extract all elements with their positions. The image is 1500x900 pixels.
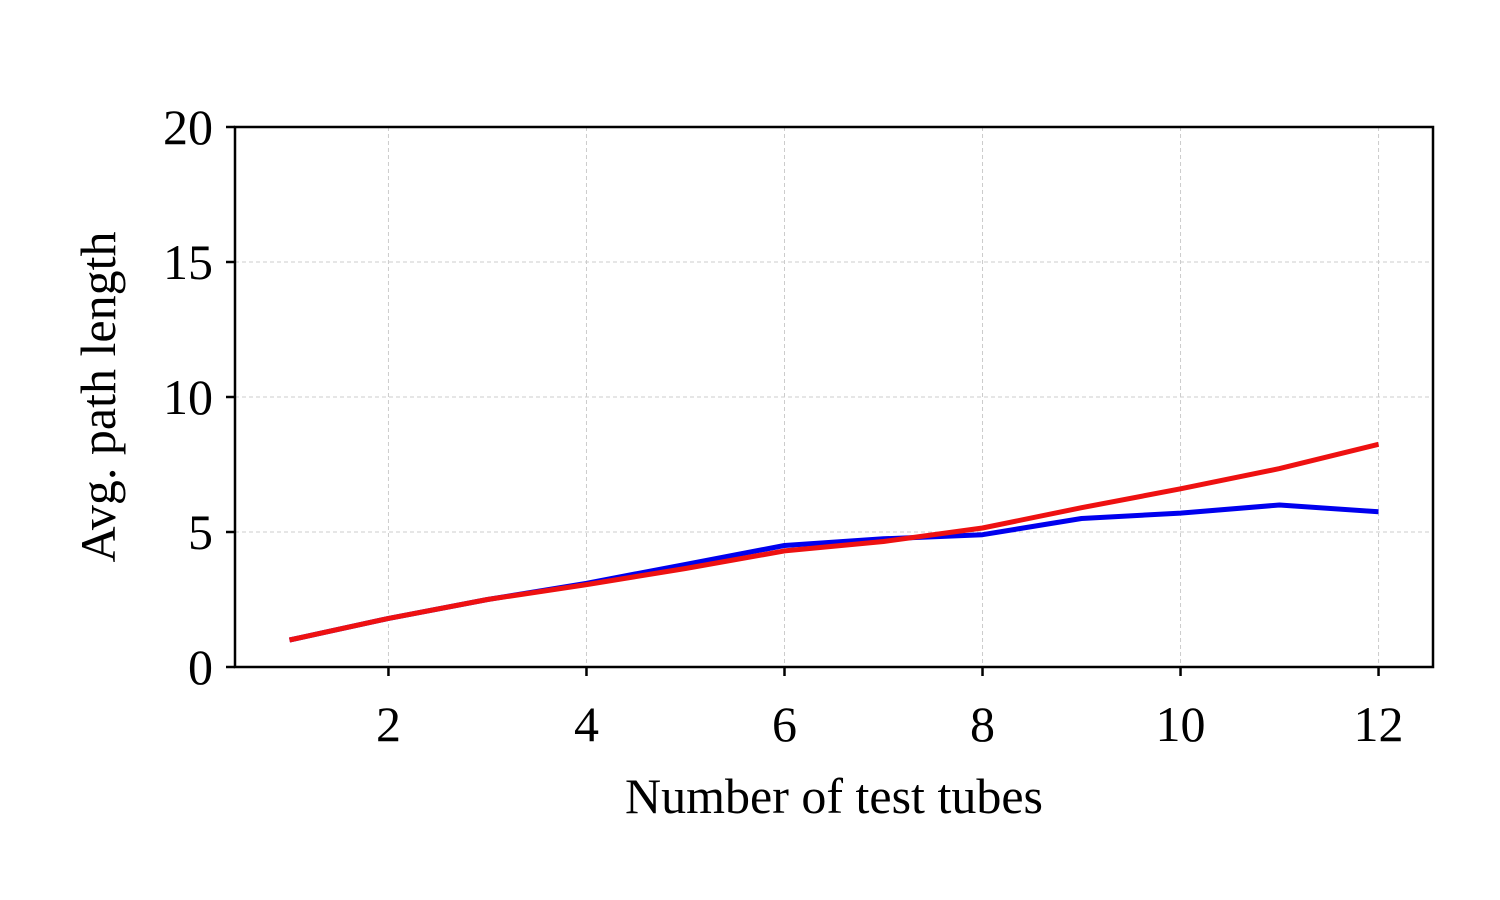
- x-tick-label: 8: [970, 696, 995, 752]
- y-tick-label: 15: [163, 234, 213, 290]
- y-axis-title: Avg. path length: [70, 232, 126, 563]
- y-tick-label: 20: [163, 99, 213, 155]
- ticks: 2 4 6 8 10 12 0 5 10 15 20: [163, 99, 1404, 752]
- x-tick-label: 4: [574, 696, 599, 752]
- y-tick-label: 0: [188, 639, 213, 695]
- x-tick-label: 10: [1156, 696, 1206, 752]
- y-tick-label: 5: [188, 504, 213, 560]
- grid: [235, 126, 1433, 668]
- y-tick-label: 10: [163, 369, 213, 425]
- series-line-1: [288, 502, 1379, 643]
- x-tick-label: 2: [376, 696, 401, 752]
- x-axis-title: Number of test tubes: [625, 768, 1043, 824]
- x-tick-label: 12: [1354, 696, 1404, 752]
- x-tick-label: 6: [772, 696, 797, 752]
- series-line-2: [288, 441, 1380, 643]
- series-layer: [288, 441, 1380, 643]
